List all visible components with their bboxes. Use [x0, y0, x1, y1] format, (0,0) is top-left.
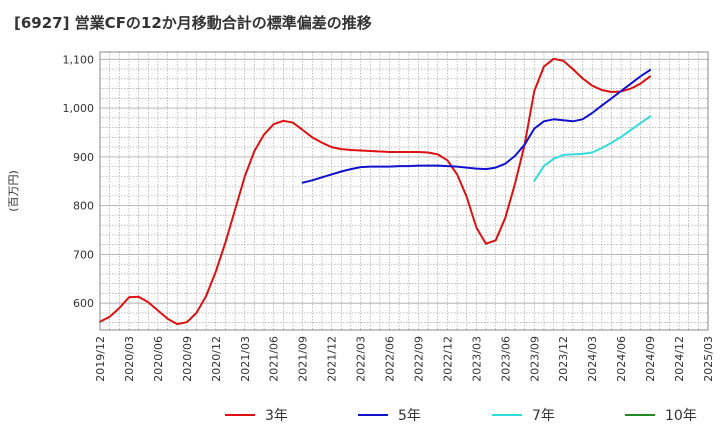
- x-tick-label: 2023/06: [499, 336, 512, 382]
- y-tick-label: 800: [73, 200, 94, 213]
- x-tick-label: 2023/09: [528, 336, 541, 382]
- y-tick-label: 900: [73, 151, 94, 164]
- x-tick-label: 2019/12: [94, 336, 107, 382]
- legend-label: 10年: [665, 408, 697, 424]
- y-axis-label: (百万円): [7, 170, 20, 212]
- x-tick-label: 2022/06: [384, 336, 397, 382]
- plot-frame: [99, 51, 709, 331]
- x-tick-label: 2023/12: [557, 336, 570, 382]
- x-tick-label: 2022/12: [441, 336, 454, 382]
- x-tick-label: 2024/06: [615, 336, 628, 382]
- series-line: [533, 115, 652, 182]
- legend-label: 5年: [398, 408, 421, 424]
- x-tick-label: 2020/09: [181, 336, 194, 382]
- x-tick-label: 2021/12: [326, 336, 339, 382]
- series-line: [301, 69, 652, 184]
- x-tick-label: 2022/09: [412, 336, 425, 382]
- y-tick-label: 600: [73, 297, 94, 310]
- series-line: [99, 57, 652, 326]
- x-tick-label: 2020/12: [210, 336, 223, 382]
- x-tick-label: 2021/03: [239, 336, 252, 382]
- x-tick-label: 2024/09: [644, 336, 657, 382]
- x-tick-label: 2021/06: [268, 336, 281, 382]
- x-tick-label: 2020/06: [152, 336, 165, 382]
- x-tick-label: 2023/03: [470, 336, 483, 382]
- legend-label: 7年: [532, 408, 555, 424]
- y-tick-label: 1,000: [63, 102, 95, 115]
- chart-title: [6927] 営業CFの12か月移動合計の標準偏差の推移: [14, 14, 372, 32]
- x-tick-label: 2022/03: [355, 336, 368, 382]
- x-tick-label: 2024/12: [673, 336, 686, 382]
- x-tick-label: 2025/03: [702, 336, 715, 382]
- x-tick-label: 2024/03: [586, 336, 599, 382]
- y-tick-label: 1,100: [63, 53, 95, 66]
- y-tick-label: 700: [73, 248, 94, 261]
- legend-label: 3年: [265, 408, 288, 424]
- x-tick-label: 2021/09: [297, 336, 310, 382]
- x-tick-label: 2020/03: [123, 336, 136, 382]
